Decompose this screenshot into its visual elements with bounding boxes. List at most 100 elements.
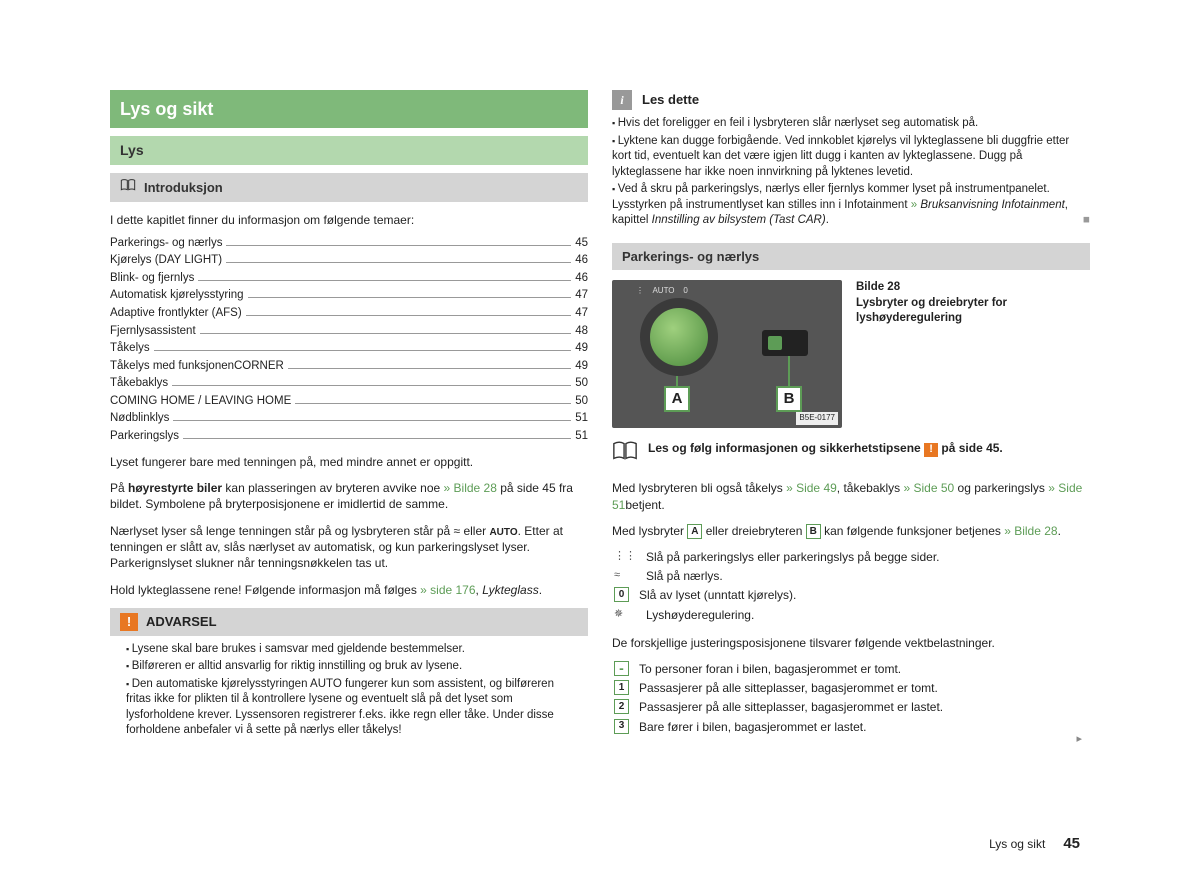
warning-bullet: Bilføreren er alltid ansvarlig for rikti…: [126, 659, 580, 675]
load-row: 3Bare fører i bilen, bagasjerommet er la…: [614, 719, 1090, 735]
function-row: ✵Lyshøyderegulering.: [614, 607, 1090, 623]
left-column: Lys og sikt Lys Introduksjon I dette kap…: [110, 90, 588, 747]
page-footer: Lys og sikt 45: [989, 835, 1080, 852]
section-title: Introduksjon: [144, 179, 223, 197]
warning-bullet: Lysene skal bare brukes i samsvar med gj…: [126, 642, 580, 658]
read-follow-notice: Les og følg informasjonen og sikkerhetst…: [612, 440, 1090, 466]
toc-row[interactable]: Parkerings- og nærlys 45: [110, 236, 588, 252]
paragraph: Lyset fungerer bare med tenningen på, me…: [110, 454, 588, 470]
toc-label: Nødblinklys: [110, 411, 169, 427]
box-b: B: [806, 524, 821, 539]
warning-box: ! ADVARSEL Lysene skal bare brukes i sam…: [110, 608, 588, 747]
toc-label: Fjernlysassistent: [110, 324, 196, 340]
figure-row: ⋮ AUTO 0 A B B5E-0177 Bilde 28 Lysbryter…: [612, 280, 1090, 428]
footer-section: Lys og sikt: [989, 837, 1045, 851]
chapter-title: Lys og sikt: [110, 90, 588, 128]
toc-page: 51: [575, 429, 588, 445]
figure-caption: Bilde 28 Lysbryter og dreiebryter for ly…: [856, 280, 1090, 428]
toc-row[interactable]: Automatisk kjørelysstyring 47: [110, 288, 588, 304]
link-bilde28[interactable]: » Bilde 28: [444, 481, 497, 495]
toc-label: Tåkelys med funksjonenCORNER: [110, 359, 284, 375]
toc-label: Tåkelys: [110, 341, 150, 357]
toc-row[interactable]: COMING HOME / LEAVING HOME 50: [110, 394, 588, 410]
note-title: Les dette: [642, 91, 699, 109]
warning-header: ! ADVARSEL: [110, 608, 588, 636]
page: Lys og sikt Lys Introduksjon I dette kap…: [0, 0, 1200, 777]
paragraph: De forskjellige justeringsposisjonene ti…: [612, 635, 1090, 651]
load-number-box: -: [614, 661, 629, 676]
load-row: 2Passasjerer på alle sitteplasser, bagas…: [614, 699, 1090, 715]
symbol-icon: ✵: [614, 607, 636, 623]
toc-label: Parkeringslys: [110, 429, 179, 445]
toc-label: Tåkebaklys: [110, 376, 168, 392]
load-row: -To personer foran i bilen, bagasjeromme…: [614, 661, 1090, 677]
continue-indicator: ▸: [1076, 732, 1082, 747]
toc-page: 49: [575, 359, 588, 375]
toc-row[interactable]: Parkeringslys 51: [110, 429, 588, 445]
table-of-contents: Parkerings- og nærlys45Kjørelys (DAY LIG…: [110, 236, 588, 444]
toc-label: Automatisk kjørelysstyring: [110, 288, 244, 304]
link-side49[interactable]: » Side 49: [786, 481, 837, 495]
toc-label: Blink- og fjernlys: [110, 271, 194, 287]
link-side176[interactable]: » side 176: [420, 583, 475, 597]
toc-row[interactable]: Tåkelys 49: [110, 341, 588, 357]
toc-row[interactable]: Tåkelys med funksjonenCORNER 49: [110, 359, 588, 375]
figure-text: Lysbryter og dreiebryter for lyshøydereg…: [856, 296, 1090, 327]
paragraph: På høyrestyrte biler kan plasseringen av…: [110, 480, 588, 512]
load-number-box: 1: [614, 680, 629, 695]
toc-page: 49: [575, 341, 588, 357]
toc-page: 47: [575, 306, 588, 322]
toc-row[interactable]: Nødblinklys 51: [110, 411, 588, 427]
book-icon: [120, 178, 136, 197]
right-column: i Les dette Hvis det foreligger en feil …: [612, 90, 1090, 747]
warning-icon: !: [924, 443, 938, 457]
paragraph: Hold lykteglassene rene! Følgende inform…: [110, 582, 588, 598]
subchapter-title: Lys: [110, 136, 588, 165]
figure-code: B5E-0177: [796, 412, 838, 425]
headlight-range-control: [762, 330, 808, 356]
intro-text: I dette kapitlet finner du informasjon o…: [110, 212, 588, 228]
figure-image: ⋮ AUTO 0 A B B5E-0177: [612, 280, 842, 428]
toc-page: 50: [575, 394, 588, 410]
link-bilde28[interactable]: » Bilde 28: [1004, 524, 1057, 538]
load-number-box: 2: [614, 699, 629, 714]
toc-label: Kjørelys (DAY LIGHT): [110, 253, 222, 269]
load-row: 1Passasjerer på alle sitteplasser, bagas…: [614, 680, 1090, 696]
note-bullet: Ved å skru på parkeringslys, nærlys elle…: [612, 182, 1090, 229]
function-row: ≈Slå på nærlys.: [614, 568, 1090, 584]
toc-page: 51: [575, 411, 588, 427]
box-a: A: [687, 524, 702, 539]
function-row: ⋮⋮Slå på parkeringslys eller parkeringsl…: [614, 549, 1090, 565]
note-header: i Les dette: [612, 90, 1090, 110]
toc-row[interactable]: Blink- og fjernlys46: [110, 271, 588, 287]
symbol-icon: ⋮⋮: [614, 549, 636, 565]
toc-page: 48: [575, 324, 588, 340]
section-header-intro: Introduksjon: [110, 173, 588, 202]
toc-row[interactable]: Tåkebaklys 50: [110, 376, 588, 392]
toc-label: COMING HOME / LEAVING HOME: [110, 394, 291, 410]
symbol-box: 0: [614, 587, 629, 602]
note-bullet: Lyktene kan dugge forbigående. Ved innko…: [612, 134, 1090, 181]
warning-icon: !: [120, 613, 138, 631]
paragraph: Med lysbryter A eller dreiebryteren B ka…: [612, 523, 1090, 539]
toc-page: 50: [575, 376, 588, 392]
label-a: A: [664, 386, 690, 412]
paragraph: Nærlyset lyser så lenge tenningen står p…: [110, 523, 588, 572]
load-number-box: 3: [614, 719, 629, 734]
function-row: 0Slå av lyset (unntatt kjørelys).: [614, 587, 1090, 603]
toc-row[interactable]: Kjørelys (DAY LIGHT)46: [110, 253, 588, 269]
note-bullet: Hvis det foreligger en feil i lysbrytere…: [612, 116, 1090, 132]
link-side50[interactable]: » Side 50: [904, 481, 955, 495]
toc-row[interactable]: Adaptive frontlykter (AFS)47: [110, 306, 588, 322]
warning-bullet: Den automatiske kjørelysstyringen AUTO f…: [126, 677, 580, 739]
toc-page: 47: [575, 288, 588, 304]
toc-label: Parkerings- og nærlys: [110, 236, 222, 252]
warning-body: Lysene skal bare brukes i samsvar med gj…: [110, 636, 588, 747]
section-header-parking: Parkerings- og nærlys: [612, 243, 1090, 271]
toc-row[interactable]: Fjernlysassistent 48: [110, 324, 588, 340]
toc-page: 45: [575, 236, 588, 252]
light-switch-knob: [640, 298, 718, 376]
load-list: -To personer foran i bilen, bagasjeromme…: [614, 661, 1090, 735]
figure-number: Bilde 28: [856, 280, 1090, 296]
symbol-icon: ≈: [614, 568, 636, 584]
